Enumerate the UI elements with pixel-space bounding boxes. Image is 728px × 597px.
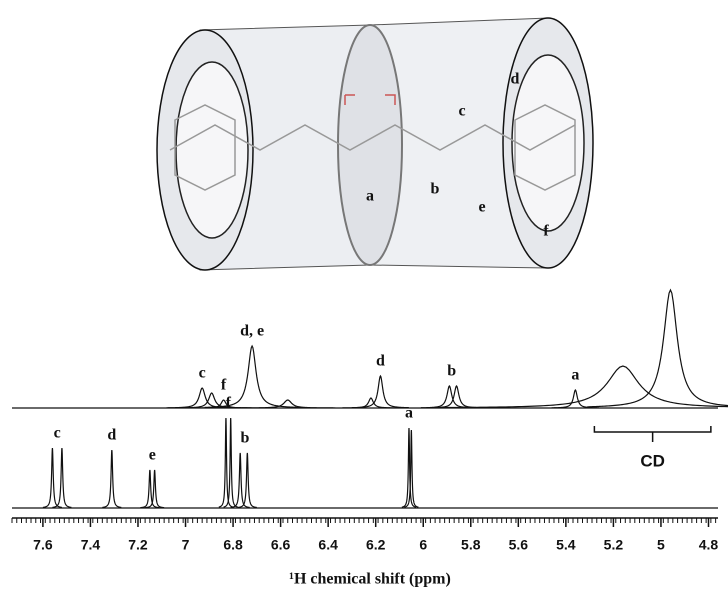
x-tick-label: 4.8 bbox=[699, 537, 719, 553]
x-tick-label: 5.6 bbox=[509, 537, 529, 553]
peak bbox=[240, 399, 336, 409]
peak bbox=[401, 427, 417, 508]
x-tick-label: 6.2 bbox=[366, 537, 386, 553]
bracket-label: CD bbox=[640, 451, 665, 470]
peak bbox=[42, 447, 62, 509]
peak-label: b bbox=[241, 430, 250, 447]
peak bbox=[237, 452, 257, 509]
diagram-label: c bbox=[458, 103, 465, 120]
peak-label: d bbox=[107, 427, 116, 444]
diagram-label: b bbox=[431, 181, 440, 198]
peak-label: c bbox=[54, 425, 61, 442]
bracket bbox=[593, 426, 712, 442]
peak bbox=[140, 469, 160, 509]
x-tick-label: 5 bbox=[657, 537, 665, 553]
peak bbox=[52, 447, 72, 509]
x-tick-label: 6.4 bbox=[318, 537, 338, 553]
x-tick-label: 5.2 bbox=[604, 537, 624, 553]
peak-label: d bbox=[376, 353, 385, 370]
x-tick-label: 5.4 bbox=[556, 537, 576, 553]
peak bbox=[102, 449, 122, 509]
x-tick-label: 6.6 bbox=[271, 537, 291, 553]
peak-label: f bbox=[226, 395, 232, 412]
peak bbox=[230, 452, 250, 509]
molecule-diagram bbox=[156, 17, 594, 271]
x-axis-label: ¹H chemical shift (ppm) bbox=[289, 571, 451, 588]
peak-label: b bbox=[447, 363, 456, 380]
peak-label: c bbox=[199, 365, 206, 382]
diagram-label: d bbox=[511, 71, 520, 88]
peak-label: a bbox=[405, 405, 413, 422]
peak bbox=[551, 389, 600, 409]
x-tick-label: 6 bbox=[419, 537, 427, 553]
diagram-label: f bbox=[543, 223, 549, 240]
peak bbox=[432, 365, 728, 409]
x-tick-label: 7.6 bbox=[33, 537, 53, 553]
peak-label: d, e bbox=[240, 323, 264, 340]
diagram-label: e bbox=[478, 199, 485, 216]
peak bbox=[218, 417, 234, 508]
peak bbox=[351, 374, 409, 409]
peak bbox=[404, 429, 419, 508]
peak bbox=[145, 469, 165, 509]
peak bbox=[587, 288, 728, 408]
diagram-label: a bbox=[366, 188, 374, 205]
peak-label: f bbox=[221, 377, 227, 394]
peak bbox=[342, 397, 400, 409]
x-tick-label: 5.8 bbox=[461, 537, 481, 553]
peak-label: e bbox=[149, 447, 156, 464]
x-tick-label: 7 bbox=[182, 537, 190, 553]
x-tick-label: 6.8 bbox=[223, 537, 243, 553]
peak-label: a bbox=[571, 367, 579, 384]
x-tick-label: 7.2 bbox=[128, 537, 148, 553]
peak bbox=[204, 344, 300, 408]
x-tick-label: 7.4 bbox=[81, 537, 101, 553]
